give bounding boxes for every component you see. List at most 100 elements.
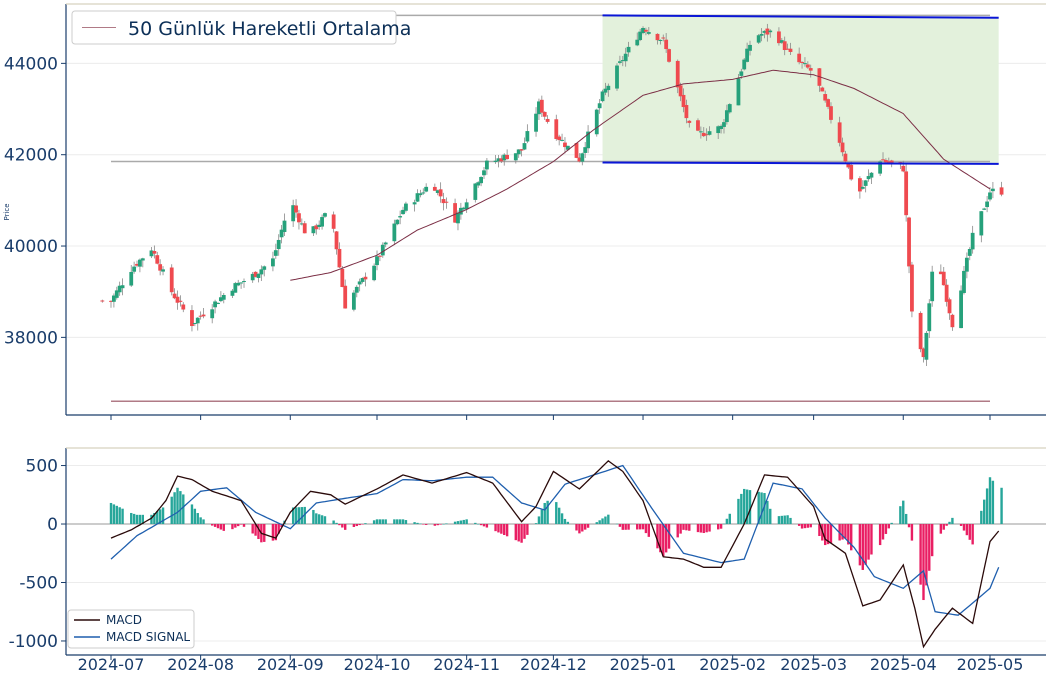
candle-up bbox=[273, 250, 278, 256]
macd-histogram-bar bbox=[231, 524, 234, 530]
candle-up bbox=[259, 269, 264, 275]
candle-down bbox=[655, 33, 660, 41]
candle-up bbox=[513, 153, 518, 161]
macd-histogram-bar bbox=[983, 499, 986, 525]
candle-down bbox=[921, 348, 926, 358]
candle-up bbox=[435, 190, 440, 193]
macd-histogram-bar bbox=[555, 502, 558, 525]
macd-histogram-bar bbox=[910, 524, 914, 541]
macd-histogram-bar bbox=[424, 524, 428, 525]
macd-histogram-bar bbox=[985, 488, 989, 525]
candle-up bbox=[762, 30, 767, 33]
candle-up bbox=[473, 183, 478, 200]
x-axis: 2024-07 2024-08 2024-09 2024-10 2024-11 2024-… bbox=[78, 415, 1024, 674]
macd-histogram-bar bbox=[662, 524, 665, 557]
candle-down bbox=[938, 271, 943, 275]
macd-histogram-bar bbox=[560, 513, 564, 525]
macd-histogram-bar bbox=[717, 524, 720, 530]
candle-up bbox=[860, 186, 865, 189]
candle-up bbox=[698, 131, 703, 133]
candle-up bbox=[863, 180, 868, 186]
macd-histogram-bar bbox=[442, 524, 445, 525]
candle-down bbox=[782, 41, 787, 51]
macd-histogram-bar bbox=[237, 524, 240, 527]
candle-down bbox=[577, 157, 582, 162]
macd-histogram-bar bbox=[636, 524, 639, 530]
candle-down bbox=[253, 271, 258, 277]
candle-down bbox=[334, 231, 339, 250]
macd-signal-line bbox=[110, 464, 1000, 616]
candle-down bbox=[846, 163, 851, 168]
candle-down bbox=[505, 154, 510, 160]
candle-up bbox=[927, 303, 932, 332]
macd-histogram-bar bbox=[514, 524, 518, 541]
x-tick-label: 2025-05 bbox=[957, 655, 1024, 674]
macd-histogram-bar bbox=[581, 524, 584, 532]
macd-histogram-bar bbox=[809, 524, 812, 528]
candle-up bbox=[415, 193, 420, 202]
candle-down bbox=[190, 310, 194, 327]
macd-histogram-bar bbox=[404, 520, 408, 525]
macd-histogram-bar bbox=[566, 521, 570, 525]
macd-histogram-bar bbox=[757, 491, 760, 525]
candle-up bbox=[311, 226, 316, 234]
macd-histogram-bar bbox=[925, 524, 928, 586]
macd-histogram-bar bbox=[980, 510, 983, 525]
candle-down bbox=[944, 284, 949, 302]
macd-histogram-bar bbox=[274, 524, 278, 541]
macd-histogram-bar bbox=[176, 487, 179, 525]
macd-histogram-bar bbox=[719, 524, 723, 529]
macd-histogram-bar bbox=[708, 524, 711, 532]
candle-down bbox=[904, 171, 909, 216]
macd-histogram-bar bbox=[150, 514, 153, 525]
candle-down bbox=[169, 267, 174, 293]
macd-histogram-bar bbox=[1000, 487, 1003, 525]
candle-up bbox=[626, 46, 631, 53]
macd-histogram-bar bbox=[505, 524, 509, 537]
macd-histogram-bar bbox=[338, 524, 341, 526]
channel-fill bbox=[602, 15, 999, 164]
candle-up bbox=[768, 30, 773, 33]
candle-up bbox=[276, 239, 281, 250]
candle-up bbox=[869, 172, 874, 178]
candle-up bbox=[111, 295, 116, 302]
macd-histogram-bar bbox=[401, 519, 405, 525]
candle-down bbox=[907, 217, 911, 267]
macd-histogram-bar bbox=[355, 524, 358, 527]
macd-histogram-bar bbox=[477, 524, 480, 525]
candle-down bbox=[678, 85, 683, 97]
candle-up bbox=[623, 53, 628, 62]
candle-up bbox=[493, 160, 498, 162]
candle-up bbox=[525, 131, 530, 142]
macd-histogram-bar bbox=[841, 524, 844, 540]
price-ytick-label: 44000 bbox=[4, 54, 58, 74]
candle-down bbox=[950, 314, 955, 328]
macd-histogram-bar bbox=[112, 504, 116, 525]
macd-histogram-bar bbox=[358, 524, 361, 526]
macd-histogram-bar bbox=[393, 519, 396, 525]
macd-histogram-bar bbox=[482, 524, 486, 527]
candle-down bbox=[840, 142, 845, 153]
candle-up bbox=[638, 31, 643, 41]
macd-histogram-bar bbox=[930, 524, 934, 557]
macd-histogram-bar bbox=[193, 508, 197, 525]
candle-down bbox=[499, 158, 504, 162]
candle-up bbox=[496, 158, 501, 162]
candle-up bbox=[360, 278, 365, 282]
candle-up bbox=[242, 281, 246, 283]
candle-up bbox=[759, 33, 764, 36]
candle-down bbox=[837, 122, 842, 143]
macd-histogram-bar bbox=[526, 524, 529, 535]
macd-histogram-bar bbox=[312, 509, 315, 525]
macd-histogram-bar bbox=[341, 524, 344, 528]
candle-down bbox=[901, 165, 906, 172]
candle-down bbox=[797, 53, 802, 63]
candle-down bbox=[438, 189, 443, 197]
candle-up bbox=[372, 265, 377, 281]
candle-down bbox=[109, 300, 113, 302]
candle-up bbox=[262, 266, 267, 270]
macd-histogram-bar bbox=[381, 519, 384, 525]
macd-histogram-bar bbox=[317, 514, 321, 525]
macd-histogram-bar bbox=[991, 480, 995, 525]
macd-histogram-bar bbox=[766, 500, 769, 525]
